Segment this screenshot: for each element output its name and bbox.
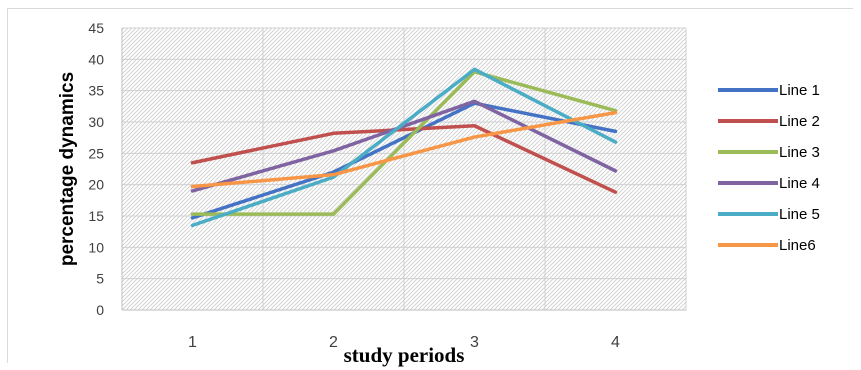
y-axis-label: percentage dynamics xyxy=(57,72,78,266)
x-tick-label: 4 xyxy=(611,334,620,351)
y-tick-label: 10 xyxy=(88,239,104,255)
y-tick-label: 45 xyxy=(88,20,104,36)
y-tick-label: 20 xyxy=(88,177,104,193)
legend-label: Line 4 xyxy=(779,175,820,192)
series-line-line6 xyxy=(190,110,618,189)
x-tick-labels: 1 2 3 4 xyxy=(188,334,620,351)
series-line-line-3 xyxy=(190,70,618,216)
series-line-line-5 xyxy=(190,67,618,228)
series-line-line-2 xyxy=(190,124,618,194)
y-tick-label: 40 xyxy=(88,51,104,67)
y-tick-label: 30 xyxy=(88,114,104,130)
x-tick-label: 2 xyxy=(329,334,338,351)
x-axis-label: study periods xyxy=(344,343,465,367)
y-tick-labels: 0 5 10 15 20 25 30 35 40 45 xyxy=(88,20,104,318)
x-tick-label: 3 xyxy=(470,334,479,351)
legend: Line 1 Line 2 Line 3 Line 4 Line 5 Line6 xyxy=(718,82,820,254)
legend-label: Line6 xyxy=(779,237,816,254)
y-tick-label: 35 xyxy=(88,83,104,99)
y-tick-label: 15 xyxy=(88,208,104,224)
legend-label: Line 2 xyxy=(779,113,820,130)
chart-frame xyxy=(7,8,853,363)
x-tick-label: 1 xyxy=(188,334,197,351)
y-tick-label: 0 xyxy=(96,302,104,318)
series-line-line-4 xyxy=(190,99,618,193)
y-tick-label: 5 xyxy=(96,271,104,287)
y-tick-label: 25 xyxy=(88,145,104,161)
series-line-line-1 xyxy=(190,101,618,220)
axes xyxy=(121,28,686,311)
legend-label: Line 5 xyxy=(779,206,820,223)
legend-label: Line 3 xyxy=(779,144,820,161)
legend-label: Line 1 xyxy=(779,82,820,99)
series-lines xyxy=(190,67,618,228)
